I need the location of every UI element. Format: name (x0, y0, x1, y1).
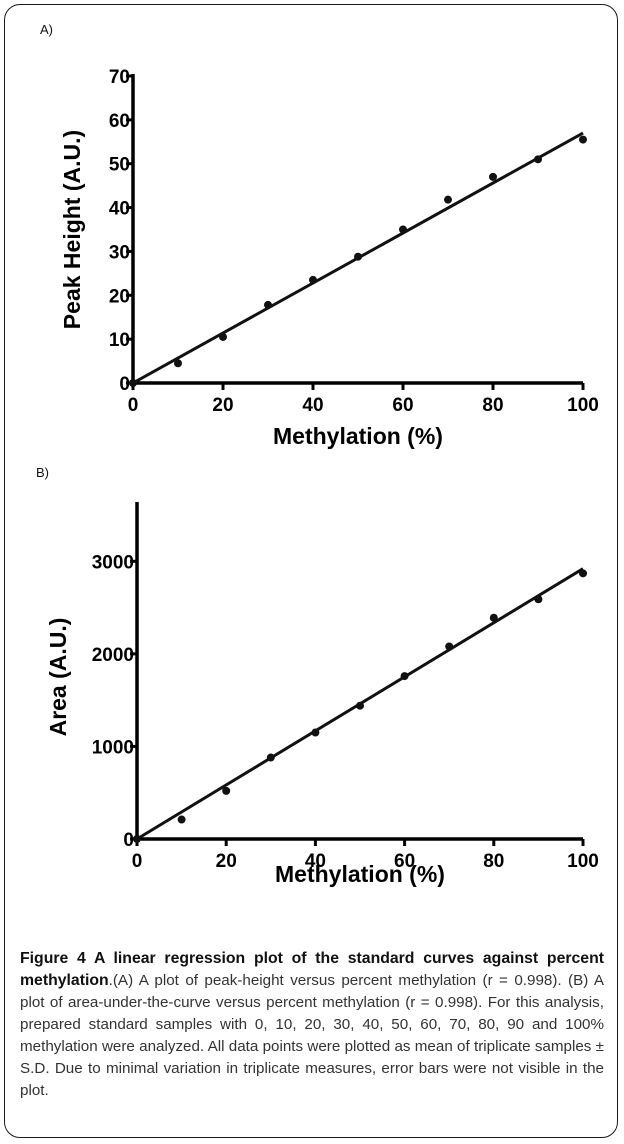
x-tick-label: 20 (216, 851, 237, 872)
data-point (266, 753, 275, 762)
x-tick-label: 60 (394, 851, 415, 872)
figure-caption: Figure 4 A linear regression plot of the… (20, 948, 604, 1102)
data-point (174, 359, 182, 368)
y-tick-label: 60 (109, 111, 130, 132)
y-axis-title: Peak Height (A.U.) (59, 130, 85, 329)
x-tick-label: 40 (305, 851, 326, 872)
data-point (534, 155, 542, 164)
y-tick-label: 0 (123, 830, 134, 851)
caption-text: .(A) A plot of peak-height versus percen… (20, 972, 604, 1099)
data-point (129, 379, 137, 387)
data-point (489, 613, 498, 622)
x-axis-title: Methylation (%) (275, 861, 445, 887)
data-point (222, 786, 231, 795)
y-tick-label: 40 (109, 199, 130, 220)
x-tick-label: 60 (392, 395, 413, 416)
data-point (309, 275, 317, 284)
data-point (489, 172, 497, 181)
data-point (264, 300, 272, 309)
y-tick-label: 50 (109, 155, 130, 176)
y-tick-label: 3000 (92, 552, 134, 573)
data-point (219, 332, 227, 341)
data-point (444, 195, 452, 204)
y-tick-label: 20 (109, 286, 130, 307)
y-tick-label: 0 (119, 374, 130, 395)
data-point (133, 835, 141, 843)
x-tick-label: 80 (482, 395, 503, 416)
data-point (579, 135, 587, 144)
x-tick-label: 20 (212, 395, 233, 416)
x-tick-label: 100 (567, 851, 599, 872)
x-axis-title: Methylation (%) (273, 423, 443, 449)
panel-b-label: B) (36, 465, 49, 480)
caption-title: Figure 4 A linear regression plot of the… (20, 950, 604, 989)
data-point (311, 728, 320, 737)
data-point (579, 569, 587, 578)
chart-a: 0 20 40 60 80 100 0 10 20 30 40 50 60 70 Methylation (… (59, 67, 599, 449)
data-point (177, 815, 186, 824)
y-tick-label: 2000 (92, 645, 134, 666)
data-point (354, 252, 362, 261)
data-point (400, 672, 409, 681)
x-tick-label: 0 (128, 395, 139, 416)
data-point (445, 642, 454, 651)
y-axis-title: Area (A.U.) (45, 618, 71, 737)
data-point (356, 701, 364, 710)
x-tick-label: 80 (483, 851, 504, 872)
x-tick-label: 0 (132, 851, 143, 872)
y-tick-label: 30 (109, 242, 130, 263)
data-point (534, 595, 543, 604)
panel-a-label: A) (40, 22, 53, 37)
x-tick-label: 100 (567, 395, 599, 416)
y-tick-label: 1000 (92, 737, 134, 758)
figure-frame (4, 4, 618, 1138)
y-tick-label: 10 (109, 330, 130, 351)
y-tick-label: 70 (109, 67, 130, 88)
data-point (399, 225, 407, 234)
x-tick-label: 40 (302, 395, 323, 416)
